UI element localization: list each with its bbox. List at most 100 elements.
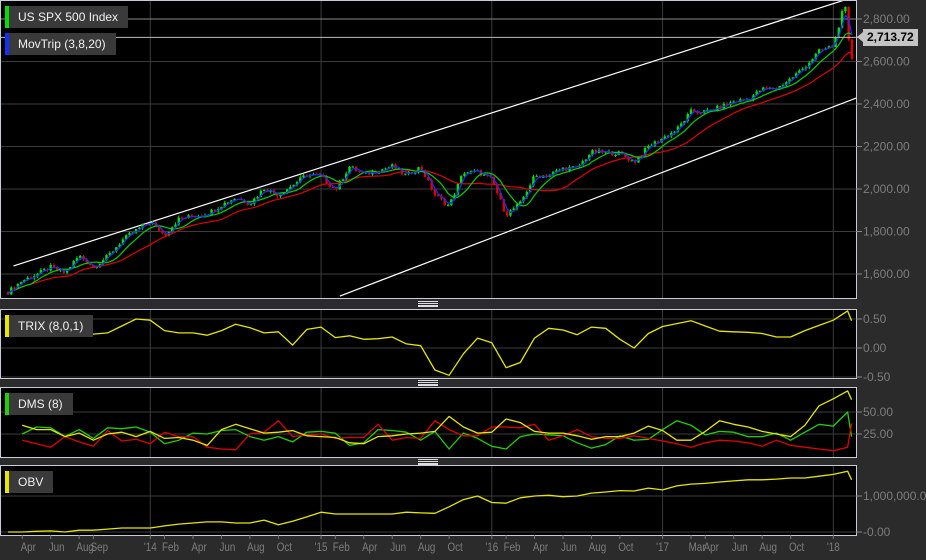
candle — [647, 146, 650, 149]
candle — [56, 267, 59, 271]
legend-trix[interactable]: TRIX (8,0,1) — [5, 315, 94, 337]
candle — [624, 153, 627, 157]
x-tick-label: Jun — [49, 541, 65, 554]
candle — [781, 85, 785, 87]
y-tick-label: 1,600.00 — [863, 267, 910, 281]
panel-resize-handle[interactable] — [418, 380, 438, 386]
candle — [259, 190, 263, 198]
candle — [817, 49, 821, 54]
x-tick-label: '17 — [656, 541, 669, 554]
candle — [581, 161, 584, 166]
candle — [118, 244, 121, 248]
candle — [42, 269, 46, 271]
last-price-tag: 2,713.72 — [857, 29, 918, 46]
x-tick-label: Apr — [21, 541, 37, 554]
candle — [482, 174, 486, 176]
candle — [588, 154, 591, 160]
candle — [804, 67, 808, 69]
x-tick-label: Aug — [589, 541, 607, 554]
legend-movtrip[interactable]: MovTrip (3,8,20) — [5, 33, 116, 55]
candle — [69, 267, 72, 270]
candle — [450, 199, 453, 205]
legend-price[interactable]: US SPX 500 Index — [5, 6, 129, 28]
legend-color-bar — [5, 6, 9, 28]
x-tick-label: '18 — [827, 541, 840, 554]
candle — [193, 216, 197, 218]
candle — [765, 87, 768, 89]
candle — [19, 282, 23, 284]
y-tick-label: 2,000.00 — [863, 182, 910, 196]
legend-color-bar — [5, 33, 9, 55]
candle — [295, 182, 299, 186]
candle — [443, 198, 446, 205]
candle — [384, 168, 387, 170]
x-tick-label: Oct — [789, 541, 804, 554]
candle — [785, 82, 788, 86]
candle — [657, 141, 660, 143]
candle — [469, 170, 473, 173]
candle — [679, 123, 683, 127]
x-tick-label: Aug — [247, 541, 265, 554]
legend-color-bar — [5, 393, 9, 415]
legend-label: DMS (8) — [18, 397, 63, 411]
candle — [115, 247, 118, 252]
candle — [417, 167, 420, 173]
x-tick-label: Oct — [447, 541, 462, 554]
x-tick-label: '14 — [144, 541, 157, 554]
candle — [706, 109, 709, 111]
x-tick-label: Feb — [333, 541, 350, 554]
candle — [430, 179, 433, 190]
candle — [840, 11, 844, 28]
candle — [837, 27, 841, 37]
candle — [814, 53, 818, 60]
candle — [663, 136, 666, 140]
candle — [134, 228, 138, 233]
panel-0 — [0, 0, 857, 299]
candle — [463, 173, 466, 176]
candle — [689, 109, 693, 115]
dms-plus-line-group — [21, 411, 853, 450]
y-tick-label: 1,000,000.00 — [863, 489, 926, 503]
candle — [808, 62, 811, 68]
candle — [220, 207, 223, 210]
panel-resize-handle[interactable] — [418, 459, 438, 465]
candle — [23, 279, 26, 283]
candle — [13, 287, 16, 289]
candle — [834, 36, 837, 48]
candle — [26, 277, 29, 280]
candle — [551, 172, 555, 175]
dms-adx-line-group — [22, 390, 853, 447]
candle — [512, 208, 515, 211]
candle — [499, 193, 502, 200]
y-tick-label: -0.00 — [863, 525, 891, 539]
candle — [459, 175, 463, 184]
candle — [233, 198, 236, 201]
candle — [391, 164, 394, 168]
candle — [496, 184, 499, 194]
candle — [141, 224, 144, 228]
y-tick-label: -0.50 — [863, 370, 891, 384]
candle — [686, 114, 689, 122]
candle — [515, 204, 519, 209]
y-tick-label: 0.50 — [863, 312, 887, 326]
candle — [433, 189, 437, 196]
x-tick-label: Mar — [689, 541, 706, 554]
x-tick-label: Feb — [504, 541, 521, 554]
candle — [138, 227, 141, 229]
candle — [174, 224, 177, 228]
legend-obv[interactable]: OBV — [5, 471, 54, 493]
candle — [256, 197, 259, 199]
legend-dms[interactable]: DMS (8) — [5, 393, 73, 415]
candle — [331, 186, 335, 189]
candle — [522, 197, 525, 202]
candle — [121, 239, 125, 245]
candle — [791, 77, 795, 79]
panel-1 — [0, 309, 857, 379]
candle — [345, 173, 348, 180]
candle — [164, 232, 167, 236]
x-tick-label: Feb — [162, 541, 179, 554]
panel-resize-handle[interactable] — [418, 301, 438, 307]
candle — [555, 170, 558, 173]
candle — [157, 225, 161, 231]
